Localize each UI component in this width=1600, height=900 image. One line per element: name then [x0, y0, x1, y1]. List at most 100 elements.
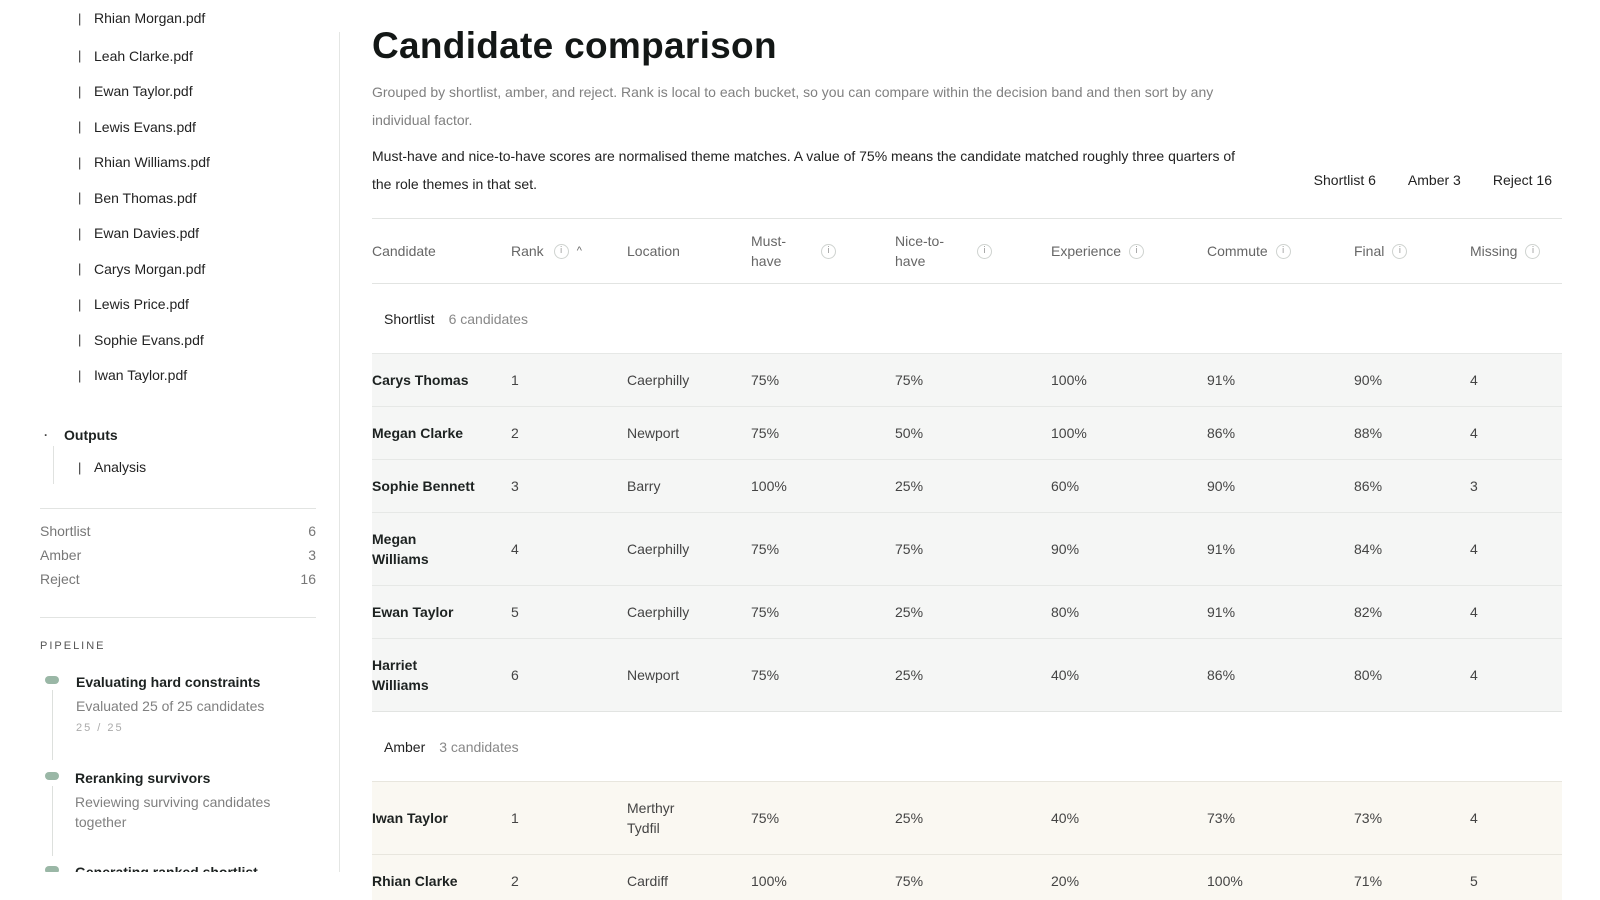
cell-commute: 91%: [1207, 604, 1236, 620]
cell-final: 90%: [1354, 372, 1383, 388]
file-name: Carys Morgan.pdf: [94, 260, 206, 277]
table-row[interactable]: Megan Clarke 2 Newport 75% 50% 100% 86% …: [372, 406, 1562, 460]
tree-line: [53, 446, 54, 484]
pipeline-heading: PIPELINE: [40, 640, 106, 652]
step-title: Evaluating hard constraints: [76, 674, 261, 690]
tree-pipe-icon: |: [78, 154, 82, 170]
pipeline-step: Evaluating hard constraints Evaluated 25…: [40, 672, 330, 760]
column-header-final[interactable]: Final i: [1354, 219, 1470, 284]
divider: [40, 508, 316, 509]
file-item[interactable]: | Ewan Taylor.pdf: [78, 74, 210, 110]
candidate-name[interactable]: Rhian Clarke: [372, 873, 458, 890]
tree-pipe-icon: |: [78, 332, 82, 348]
info-icon[interactable]: i: [553, 243, 569, 259]
cell-commute: 91%: [1207, 541, 1236, 557]
candidate-name[interactable]: Megan Williams: [372, 531, 429, 567]
group-header-amber[interactable]: Amber 3 candidates: [372, 711, 1562, 782]
table-row[interactable]: Harriet Williams 6 Newport 75% 25% 40% 8…: [372, 638, 1562, 712]
candidate-name[interactable]: Megan Clarke: [372, 425, 464, 441]
info-icon[interactable]: i: [1275, 243, 1291, 259]
tree-pipe-icon: |: [78, 367, 82, 383]
cell-must-have: 75%: [751, 604, 780, 620]
file-item[interactable]: | Carys Morgan.pdf: [78, 251, 210, 287]
info-icon[interactable]: i: [821, 243, 836, 259]
cell-nice-to-have: 75%: [895, 873, 924, 890]
column-header-commute[interactable]: Commute i: [1207, 219, 1354, 284]
cell-nice-to-have: 25%: [895, 810, 924, 826]
column-header-candidate[interactable]: Candidate: [372, 219, 511, 284]
count-row-shortlist: Shortlist 6: [40, 523, 316, 547]
summary-reject[interactable]: Reject 16: [1492, 172, 1552, 188]
cell-rank: 6: [511, 667, 519, 683]
table-row[interactable]: Sophie Bennett 3 Barry 100% 25% 60% 90% …: [372, 459, 1562, 513]
summary-shortlist[interactable]: Shortlist 6: [1313, 172, 1376, 188]
cell-rank: 1: [511, 810, 519, 826]
cell-nice-to-have: 25%: [895, 667, 924, 683]
tree-pipe-icon: |: [78, 190, 82, 206]
candidate-name[interactable]: Harriet Williams: [372, 657, 429, 693]
column-header-missing[interactable]: Missing i: [1470, 219, 1562, 284]
candidate-name[interactable]: Iwan Taylor: [372, 810, 448, 826]
cell-commute: 86%: [1207, 667, 1236, 683]
file-item[interactable]: | Sophie Evans.pdf: [78, 322, 210, 358]
table-row[interactable]: Iwan Taylor 1 Merthyr Tydfil 75% 25% 40%…: [372, 781, 1562, 855]
column-label: Missing: [1470, 243, 1518, 259]
candidate-name[interactable]: Carys Thomas: [372, 372, 469, 388]
summary-amber[interactable]: Amber 3: [1407, 172, 1461, 188]
outputs-folder[interactable]: · Outputs: [44, 427, 118, 443]
group-header-shortlist[interactable]: Shortlist 6 candidates: [372, 284, 1562, 354]
cell-commute: 73%: [1207, 810, 1236, 826]
cell-missing: 4: [1470, 372, 1478, 388]
file-item[interactable]: | Lewis Evans.pdf: [78, 109, 210, 145]
file-item[interactable]: | Lewis Price.pdf: [78, 287, 210, 323]
pipeline-step: Generating ranked shortlist: [40, 862, 330, 872]
info-icon[interactable]: i: [1129, 243, 1145, 259]
column-header-nice-to-have[interactable]: Nice-to-have i: [895, 219, 1051, 284]
file-item[interactable]: | Iwan Taylor.pdf: [78, 358, 210, 394]
cell-must-have: 75%: [751, 372, 780, 388]
table-row[interactable]: Megan Williams 4 Caerphilly 75% 75% 90% …: [372, 512, 1562, 586]
count-value: 16: [300, 571, 316, 587]
sidebar: | Rhian Morgan.pdf | Leah Clarke.pdf | Ewa…: [0, 0, 340, 900]
table-row[interactable]: Ewan Taylor 5 Caerphilly 75% 25% 80% 91%…: [372, 585, 1562, 639]
cell-experience: 100%: [1051, 425, 1087, 441]
cell-commute: 86%: [1207, 425, 1236, 441]
cell-rank: 1: [511, 372, 519, 388]
table-header-row: Candidate Rank i ^ Location Must-have i Nic…: [372, 218, 1562, 284]
column-header-experience[interactable]: Experience i: [1051, 219, 1207, 284]
bucket-summary: Shortlist 6 Amber 3 Reject 16: [1314, 172, 1552, 188]
cell-missing: 3: [1470, 478, 1478, 494]
cell-final: 73%: [1354, 810, 1383, 826]
file-item[interactable]: | Ewan Davies.pdf: [78, 216, 210, 252]
candidate-name[interactable]: Sophie Bennett: [372, 478, 475, 494]
cell-location: Caerphilly: [627, 372, 690, 388]
sort-ascending-icon[interactable]: ^: [576, 245, 582, 257]
file-item[interactable]: | Leah Clarke.pdf: [78, 38, 210, 74]
column-header-rank[interactable]: Rank i ^: [511, 219, 627, 284]
output-item-analysis[interactable]: | Analysis: [78, 459, 146, 475]
column-header-must-have[interactable]: Must-have i: [751, 219, 895, 284]
file-name: Rhian Williams.pdf: [94, 154, 210, 171]
file-name: Lewis Price.pdf: [94, 296, 189, 313]
column-header-location[interactable]: Location: [627, 219, 751, 284]
candidate-name[interactable]: Ewan Taylor: [372, 604, 454, 620]
cell-location: Merthyr Tydfil: [627, 800, 675, 836]
bucket-counts: Shortlist 6 Amber 3 Reject 16: [40, 523, 316, 595]
tree-pipe-icon: |: [78, 11, 82, 26]
count-row-reject: Reject 16: [40, 571, 316, 595]
file-item[interactable]: | Rhian Williams.pdf: [78, 145, 210, 181]
file-item[interactable]: | Rhian Morgan.pdf: [78, 2, 210, 26]
file-item[interactable]: | Ben Thomas.pdf: [78, 180, 210, 216]
column-label: Nice-to-have: [895, 233, 945, 269]
step-status-icon: [45, 772, 59, 780]
cell-rank: 3: [511, 478, 519, 494]
table-row[interactable]: Carys Thomas 1 Caerphilly 75% 75% 100% 9…: [372, 353, 1562, 407]
info-icon[interactable]: i: [1525, 243, 1541, 259]
info-icon[interactable]: i: [1392, 243, 1408, 259]
info-icon[interactable]: i: [977, 243, 992, 259]
cell-rank: 2: [511, 873, 519, 890]
table-row[interactable]: Rhian Clarke 2 Cardiff 100% 75% 20% 100%…: [372, 854, 1562, 900]
cell-commute: 100%: [1207, 873, 1243, 890]
count-label: Shortlist: [40, 523, 91, 539]
count-value: 6: [308, 523, 316, 539]
